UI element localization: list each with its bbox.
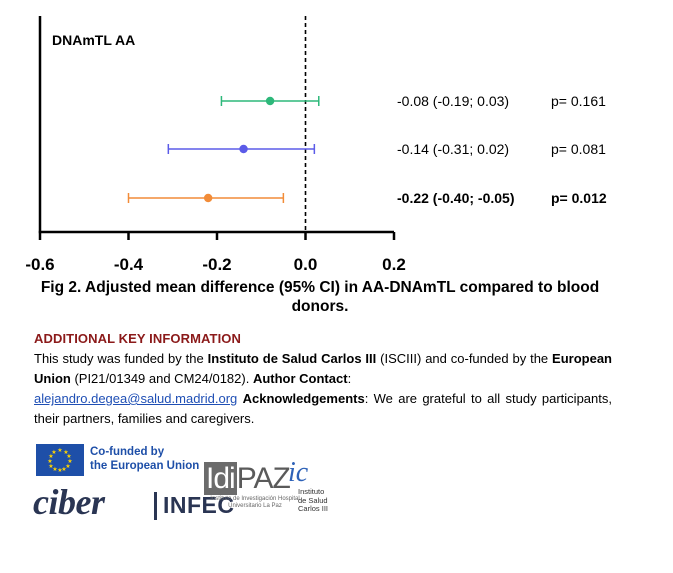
isciii-logo-text: Instituto de Salud Carlos III — [298, 487, 329, 514]
eu-cofunded-text: Co-funded by the European Union — [90, 445, 199, 473]
isciii-line-1: Instituto — [298, 487, 325, 496]
estimate-row: -0.22 (-0.40; -0.05) p= 0.012 — [127, 190, 607, 206]
eu-name: European Union — [34, 351, 612, 386]
isciii-line-3: Carlos III — [298, 504, 329, 513]
svg-text:★: ★ — [48, 463, 53, 470]
p-value-label: p= 0.161 — [551, 93, 606, 109]
contact-email-link[interactable]: alejandro.degea@salud.madrid.org — [34, 391, 238, 406]
svg-text:★: ★ — [57, 467, 62, 474]
funding-text: This study was funded by the — [34, 351, 208, 366]
forest-plot: DNAmTL AA -0.6 -0.4 -0.2 0.0 0.2 -0.08 (-0.1… — [25, 16, 607, 274]
x-tick-label: 0.0 — [294, 255, 318, 274]
colon: : — [347, 371, 352, 386]
eu-flag-icon: ★ ★ ★ ★ ★ ★ ★ ★ ★ ★ ★ ★ — [36, 444, 84, 476]
estimate-ci-label: -0.14 (-0.31; 0.02) — [397, 141, 509, 157]
p-value-label: p= 0.012 — [551, 190, 607, 206]
eu-line-2: the European Union — [90, 460, 200, 472]
ciber-logo: ciber — [33, 482, 105, 522]
funding-text-2: (ISCIII) and co-funded by the — [376, 351, 553, 366]
svg-text:★: ★ — [67, 458, 72, 465]
point-estimate — [239, 144, 248, 154]
svg-text:★: ★ — [63, 449, 68, 456]
svg-text:★: ★ — [65, 463, 70, 470]
idipaz-paz: PAZ — [236, 462, 291, 495]
x-tick-label: -0.4 — [114, 255, 144, 274]
additional-info-body: This study was funded by the Instituto d… — [34, 349, 612, 429]
estimate-row: -0.14 (-0.31; 0.02) p= 0.081 — [167, 141, 606, 157]
svg-text:★: ★ — [47, 458, 52, 465]
x-tick-label: -0.2 — [202, 255, 231, 274]
idipaz-idi: Idi — [204, 462, 237, 495]
estimate-row: -0.08 (-0.19; 0.03) p= 0.161 — [220, 93, 606, 109]
author-contact-label: Author Contact — [252, 371, 348, 386]
acknowledgements-label: Acknowledgements — [242, 391, 365, 406]
grant-numbers: (PI21/01349 and CM24/0182). — [70, 371, 253, 386]
panel-label: DNAmTL AA — [52, 32, 135, 48]
estimate-ci-label: -0.22 (-0.40; -0.05) — [397, 190, 515, 206]
svg-text:★: ★ — [51, 449, 56, 456]
svg-text:★: ★ — [57, 447, 62, 454]
infec-logo: INFEC — [163, 492, 235, 518]
svg-text:★: ★ — [48, 453, 53, 460]
svg-text:★: ★ — [61, 466, 66, 473]
svg-text:★: ★ — [52, 466, 57, 473]
p-value-label: p= 0.081 — [551, 141, 606, 157]
x-tick-label: -0.6 — [25, 255, 54, 274]
eu-line-1: Co-funded by — [90, 446, 165, 458]
idipaz-subtitle: Instituto de Investigación Hospital Univ… — [210, 496, 300, 509]
additional-info-heading: ADDITIONAL KEY INFORMATION — [34, 331, 241, 346]
estimate-ci-label: -0.08 (-0.19; 0.03) — [397, 93, 509, 109]
point-estimate — [265, 96, 275, 106]
point-estimate — [203, 193, 213, 203]
isciii-logo-icon: ic — [288, 457, 309, 488]
x-tick-label: 0.2 — [382, 255, 406, 274]
isciii-line-2: de Salud — [298, 495, 328, 505]
idipaz-logo: IdiPAZ — [204, 462, 291, 496]
acknowledgements-text: : We are grateful to all study participa… — [34, 391, 612, 426]
logo-separator — [154, 492, 157, 520]
isciii-name: Instituto de Salud Carlos III — [207, 351, 377, 366]
svg-text:★: ★ — [66, 453, 71, 460]
figure-caption: Fig 2. Adjusted mean difference (95% CI)… — [40, 279, 600, 315]
